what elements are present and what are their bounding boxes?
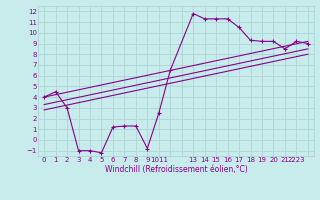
- X-axis label: Windchill (Refroidissement éolien,°C): Windchill (Refroidissement éolien,°C): [105, 165, 247, 174]
